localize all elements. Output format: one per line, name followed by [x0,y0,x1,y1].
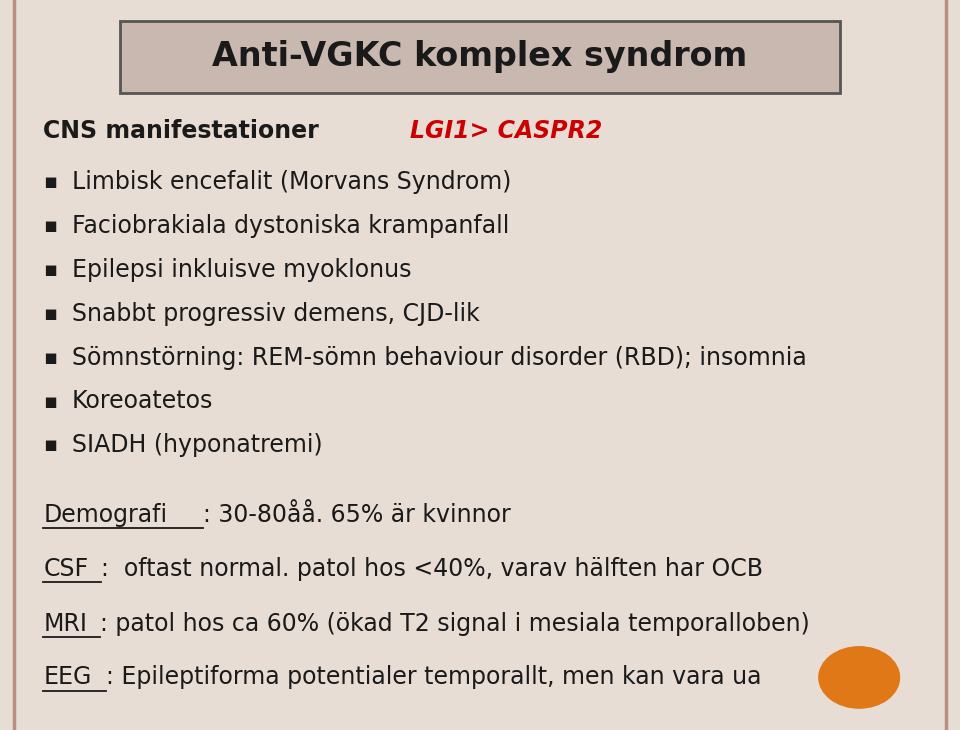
Text: ▪: ▪ [43,435,58,456]
Text: MRI: MRI [43,612,87,636]
Text: Faciobrakiala dystoniska krampanfall: Faciobrakiala dystoniska krampanfall [72,215,510,238]
Text: Anti-VGKC komplex syndrom: Anti-VGKC komplex syndrom [212,40,748,74]
Text: Koreoatetos: Koreoatetos [72,390,213,413]
Text: ▪: ▪ [43,347,58,368]
Text: ▪: ▪ [43,216,58,237]
Text: EEG: EEG [43,666,91,689]
Text: Sömnstörning: REM-sömn behaviour disorder (RBD); insomnia: Sömnstörning: REM-sömn behaviour disorde… [72,346,806,369]
FancyBboxPatch shape [120,21,840,93]
Text: Snabbt progressiv demens, CJD-lik: Snabbt progressiv demens, CJD-lik [72,302,480,326]
Text: Limbisk encefalit (Morvans Syndrom): Limbisk encefalit (Morvans Syndrom) [72,171,512,194]
Text: : patol hos ca 60% (ökad T2 signal i mesiala temporalloben): : patol hos ca 60% (ökad T2 signal i mes… [100,612,809,636]
Text: :  oftast normal. patol hos <40%, varav hälften har OCB: : oftast normal. patol hos <40%, varav h… [102,558,763,581]
Text: SIADH (hyponatremi): SIADH (hyponatremi) [72,434,323,457]
Text: : Epileptiforma potentialer temporallt, men kan vara ua: : Epileptiforma potentialer temporallt, … [106,666,761,689]
Text: ▪: ▪ [43,304,58,324]
Text: : 30-80åå. 65% är kvinnor: : 30-80åå. 65% är kvinnor [204,503,511,526]
Text: LGI1> CASPR2: LGI1> CASPR2 [410,120,602,143]
Text: Epilepsi inkluisve myoklonus: Epilepsi inkluisve myoklonus [72,258,412,282]
Text: CNS manifestationer: CNS manifestationer [43,120,327,143]
Text: ▪: ▪ [43,391,58,412]
Text: ▪: ▪ [43,172,58,193]
Text: CSF: CSF [43,558,88,581]
Text: ▪: ▪ [43,260,58,280]
Text: Demografi: Demografi [43,503,167,526]
Circle shape [819,647,900,708]
